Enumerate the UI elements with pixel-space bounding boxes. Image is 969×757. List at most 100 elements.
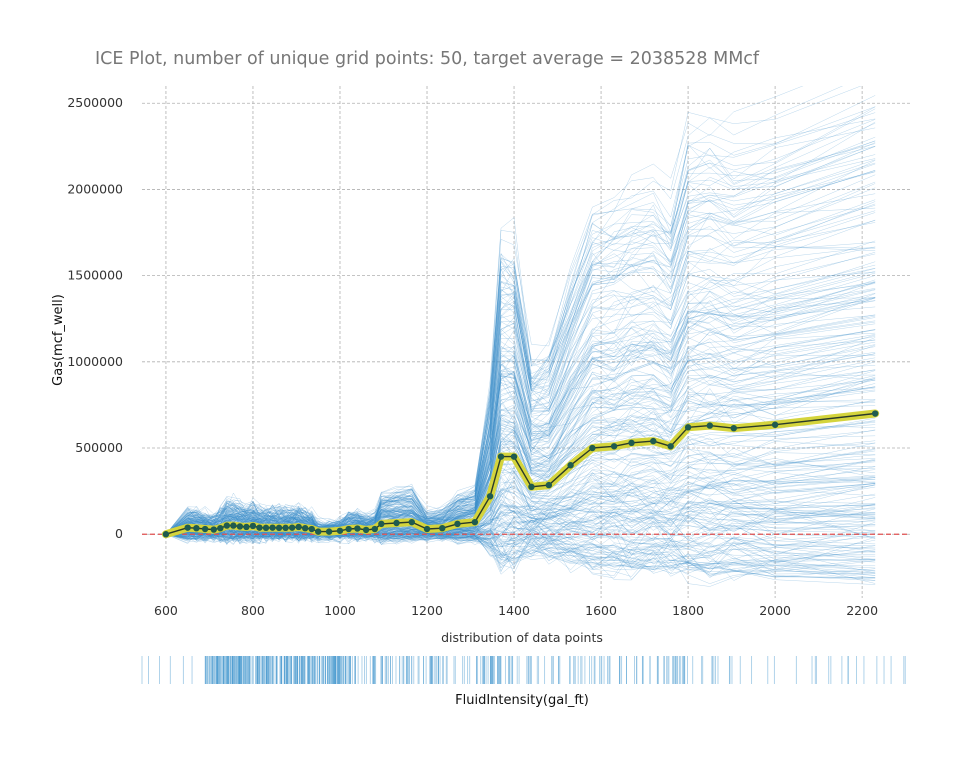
ice-line [165,108,876,535]
ice-line [165,136,876,535]
average-point [378,520,385,528]
average-point [217,524,224,532]
ice-line [165,283,876,535]
average-point [610,443,618,450]
y-tick-label: 500000 [75,440,123,455]
ice-line [165,501,876,539]
ice-line [165,529,876,572]
ice-line [165,489,876,537]
ice-line [165,219,876,535]
ice-line [165,337,876,535]
ice-line [165,532,876,578]
x-axis-label: distribution of data points [441,630,603,645]
ice-line [165,529,876,563]
ice-line [165,267,876,535]
average-point [295,523,302,531]
average-point [510,453,518,460]
ice-line [165,154,876,535]
ice-line [165,297,876,535]
average-point [282,524,289,532]
y-tick-label: 2000000 [67,181,123,196]
ice-line [165,253,876,535]
average-point [393,519,400,527]
ice-line [165,264,876,535]
average-point [256,524,263,531]
ice-line [165,529,876,551]
ice-line [165,145,876,535]
chart-title: ICE Plot, number of unique grid points: … [95,49,760,69]
ice-line [165,183,876,535]
average-point [667,443,674,450]
ice-line [165,222,876,535]
ice-line [165,513,876,544]
ice-line [165,159,876,535]
x-tick-label: 1000 [324,603,356,618]
ice-line [165,112,876,535]
average-point [628,439,635,447]
average-point [345,525,352,533]
ice-line [165,532,876,565]
average-point [706,422,714,429]
ice-line [165,86,804,535]
ice-line [165,268,876,535]
ice-line [165,300,876,535]
ice-line [165,435,876,540]
average-point [230,522,237,529]
average-point [684,424,692,431]
average-point [497,453,505,460]
average-point [771,421,779,428]
ice-line [165,212,876,535]
average-point [325,528,333,535]
x-tick-label: 1800 [672,603,704,618]
ice-line [165,140,876,535]
average-point [371,525,378,533]
ice-line [165,160,876,535]
ice-line [165,86,844,535]
ice-line [165,353,876,536]
ice-line [165,193,876,535]
rug-axis-label: FluidIntensity(gal_ft) [455,693,589,708]
ice-line [165,271,876,536]
ice-line [165,530,876,561]
ice-line [165,524,876,538]
ice-line [165,246,876,535]
ice-lines [165,86,876,587]
x-tick-label: 800 [241,603,265,618]
average-point [288,524,296,531]
ice-line [165,281,876,535]
average-point [545,481,553,489]
ice-line [165,187,876,535]
ice-line [165,530,876,557]
ice-line [165,106,876,535]
ice-line [165,106,876,535]
ice-line [165,288,876,535]
average-point [162,531,170,538]
y-axis-label: Gas(mcf_well) [51,294,66,386]
ice-line [165,532,876,576]
ice-line [165,300,876,536]
ice-line [165,246,876,535]
average-point [301,524,309,532]
average-point [650,437,657,445]
y-tick-label: 0 [115,526,123,541]
ice-line [165,528,876,580]
ice-line [165,86,862,535]
ice-line [165,170,876,535]
average-point [308,525,315,533]
average-point [486,493,494,500]
ice-line [165,279,876,535]
ice-line [165,127,876,535]
average-point [315,528,322,535]
ice-line [165,530,876,576]
ice-line [165,329,876,535]
average-point [210,526,217,533]
ice-line [165,246,876,536]
ice-line [165,510,876,544]
ice-line [165,388,876,536]
ice-line [165,171,876,535]
ice-line [165,514,876,548]
y-tick-label: 2500000 [67,95,123,110]
x-tick-label: 2000 [759,603,791,618]
average-point [223,522,231,529]
